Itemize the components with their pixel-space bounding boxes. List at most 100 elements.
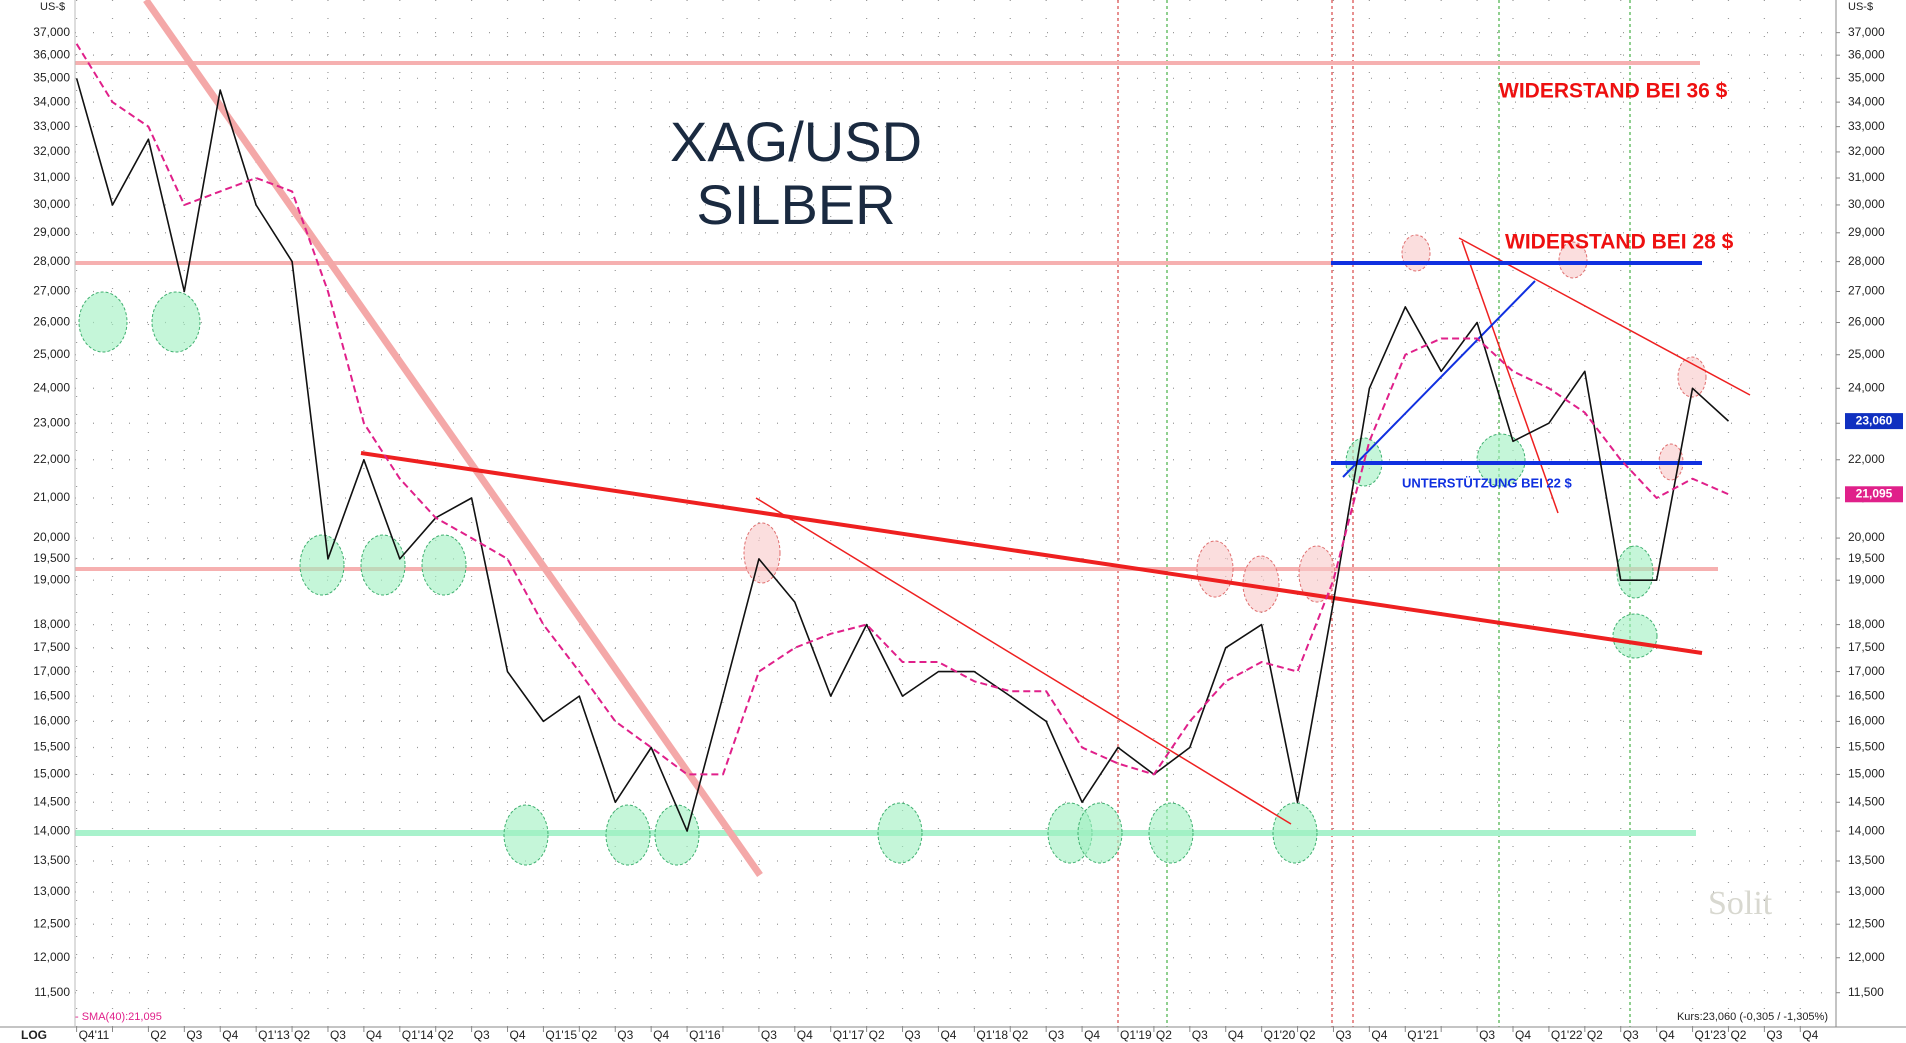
x-tick-label: Q4 xyxy=(1659,1028,1675,1042)
y-tick-label: 37,000 xyxy=(33,25,70,39)
highlight xyxy=(360,534,406,596)
chart-subtitle: SILBER xyxy=(696,173,895,236)
y-tick-label: 26,000 xyxy=(1848,315,1885,329)
x-tick-label: Q3 xyxy=(1479,1028,1495,1042)
highlight xyxy=(1196,540,1234,598)
y-tick-label: 15,000 xyxy=(33,767,70,781)
y-tick-label: 15,500 xyxy=(1848,740,1885,754)
y-tick-label: 19,500 xyxy=(33,551,70,565)
x-tick-label: Q2 xyxy=(581,1028,597,1042)
y-tick-label: 27,000 xyxy=(33,284,70,298)
y-tick-label: 11,500 xyxy=(1848,985,1884,999)
y-tick-label: 29,000 xyxy=(1848,225,1885,239)
highlight xyxy=(877,802,923,864)
y-tick-label: 25,000 xyxy=(1848,347,1885,361)
x-tick-label: Q4 xyxy=(222,1028,238,1042)
y-tick-label: 22,000 xyxy=(1848,452,1885,466)
highlight xyxy=(654,804,700,866)
highlight xyxy=(1272,802,1318,864)
y-tick-label: 20,000 xyxy=(1848,530,1885,544)
y-tick-label: 19,500 xyxy=(1848,551,1885,565)
x-tick-label: Q1'21 xyxy=(1407,1028,1439,1042)
highlight xyxy=(605,804,651,866)
y-tick-label: 33,000 xyxy=(33,119,70,133)
x-tick-label: Q4 xyxy=(1084,1028,1100,1042)
y-tick-label: 14,000 xyxy=(1848,823,1885,837)
y-tick-label: 17,000 xyxy=(1848,664,1885,678)
x-tick-label: Q3 xyxy=(1335,1028,1351,1042)
y-tick-label: 14,500 xyxy=(33,794,70,808)
axes: 11,500 11,500 12,000 12,000 12,500 12,500 13,0… xyxy=(33,25,1903,1042)
highlight xyxy=(1401,234,1431,272)
annotation: WIDERSTAND BEI 36 $ xyxy=(1499,80,1728,103)
x-tick-label: Q2 xyxy=(1156,1028,1172,1042)
x-tick-label: Q4 xyxy=(1228,1028,1244,1042)
x-tick-label: Q2 xyxy=(869,1028,885,1042)
y-tick-label: 16,000 xyxy=(1848,714,1885,728)
y-tick-label: 27,000 xyxy=(1848,284,1885,298)
price-tag-label: 23,060 xyxy=(1856,413,1893,427)
price-tag xyxy=(1845,413,1903,430)
x-tick-label: Q3 xyxy=(617,1028,633,1042)
x-tick-label: Q3 xyxy=(1623,1028,1639,1042)
x-tick-label: Q2 xyxy=(1300,1028,1316,1042)
y-tick-label: 35,000 xyxy=(33,70,70,84)
highlight xyxy=(1148,802,1194,864)
y-tick-label: 34,000 xyxy=(33,94,70,108)
sma-line xyxy=(75,43,1729,776)
y-tick-label: 28,000 xyxy=(1848,254,1885,268)
x-tick-label: Q4 xyxy=(797,1028,813,1042)
highlight xyxy=(151,291,201,353)
x-tick-label: Q3 xyxy=(1766,1028,1782,1042)
y-tick-label: 17,500 xyxy=(1848,640,1885,654)
x-tick-label: Q3 xyxy=(1192,1028,1208,1042)
x-tick-label: Q4 xyxy=(1802,1028,1818,1042)
y-tick-label: 13,000 xyxy=(33,884,70,898)
y-tick-label: 37,000 xyxy=(1848,25,1885,39)
highlight xyxy=(1077,802,1123,864)
y-tick-label: 19,000 xyxy=(33,572,70,586)
x-tick-label: Q4 xyxy=(940,1028,956,1042)
y-tick-label: 33,000 xyxy=(1848,119,1885,133)
series xyxy=(75,43,1730,832)
y-tick-label: 17,000 xyxy=(33,664,70,678)
y-tick-label: 35,000 xyxy=(1848,70,1885,84)
y-tick-label: 34,000 xyxy=(1848,94,1885,108)
y-tick-label: 15,000 xyxy=(1848,767,1885,781)
highlight xyxy=(1476,433,1526,487)
trendline xyxy=(360,451,1703,655)
trendline xyxy=(755,497,1292,825)
y-tick-label: 31,000 xyxy=(1848,170,1885,184)
x-tick-label: Q4 xyxy=(1371,1028,1387,1042)
y-tick-label: 30,000 xyxy=(1848,197,1885,211)
x-tick-label: Q4 xyxy=(510,1028,526,1042)
highlight xyxy=(1616,545,1654,599)
scale-label: LOG xyxy=(21,1028,47,1042)
x-tick-label: Q2 xyxy=(438,1028,454,1042)
x-tick-label: Q1'16 xyxy=(689,1028,721,1042)
y-tick-label: 16,500 xyxy=(33,688,70,702)
y-tick-label: 36,000 xyxy=(33,47,70,61)
trendline xyxy=(1342,280,1536,478)
y-tick-label: 15,500 xyxy=(33,740,70,754)
x-tick-label: Q1'19 xyxy=(1120,1028,1152,1042)
y-tick-label: 16,000 xyxy=(33,714,70,728)
y-tick-label: 18,000 xyxy=(33,617,70,631)
y-tick-label: 11,500 xyxy=(34,985,70,999)
highlight xyxy=(421,534,467,596)
x-tick-label: Q1'18 xyxy=(976,1028,1008,1042)
highlight xyxy=(503,804,549,866)
sma-legend: - SMA(40):21,095 xyxy=(75,1011,162,1023)
y-unit: US-$ xyxy=(1848,1,1873,13)
x-tick-label: Q3 xyxy=(330,1028,346,1042)
watermark: Solit xyxy=(1708,885,1773,922)
highlight xyxy=(78,291,128,353)
y-tick-label: 13,000 xyxy=(1848,884,1885,898)
x-tick-label: Q1'17 xyxy=(833,1028,865,1042)
y-tick-label: 24,000 xyxy=(1848,380,1885,394)
y-tick-label: 30,000 xyxy=(33,197,70,211)
y-tick-label: 32,000 xyxy=(33,144,70,158)
trendline xyxy=(1461,240,1559,514)
